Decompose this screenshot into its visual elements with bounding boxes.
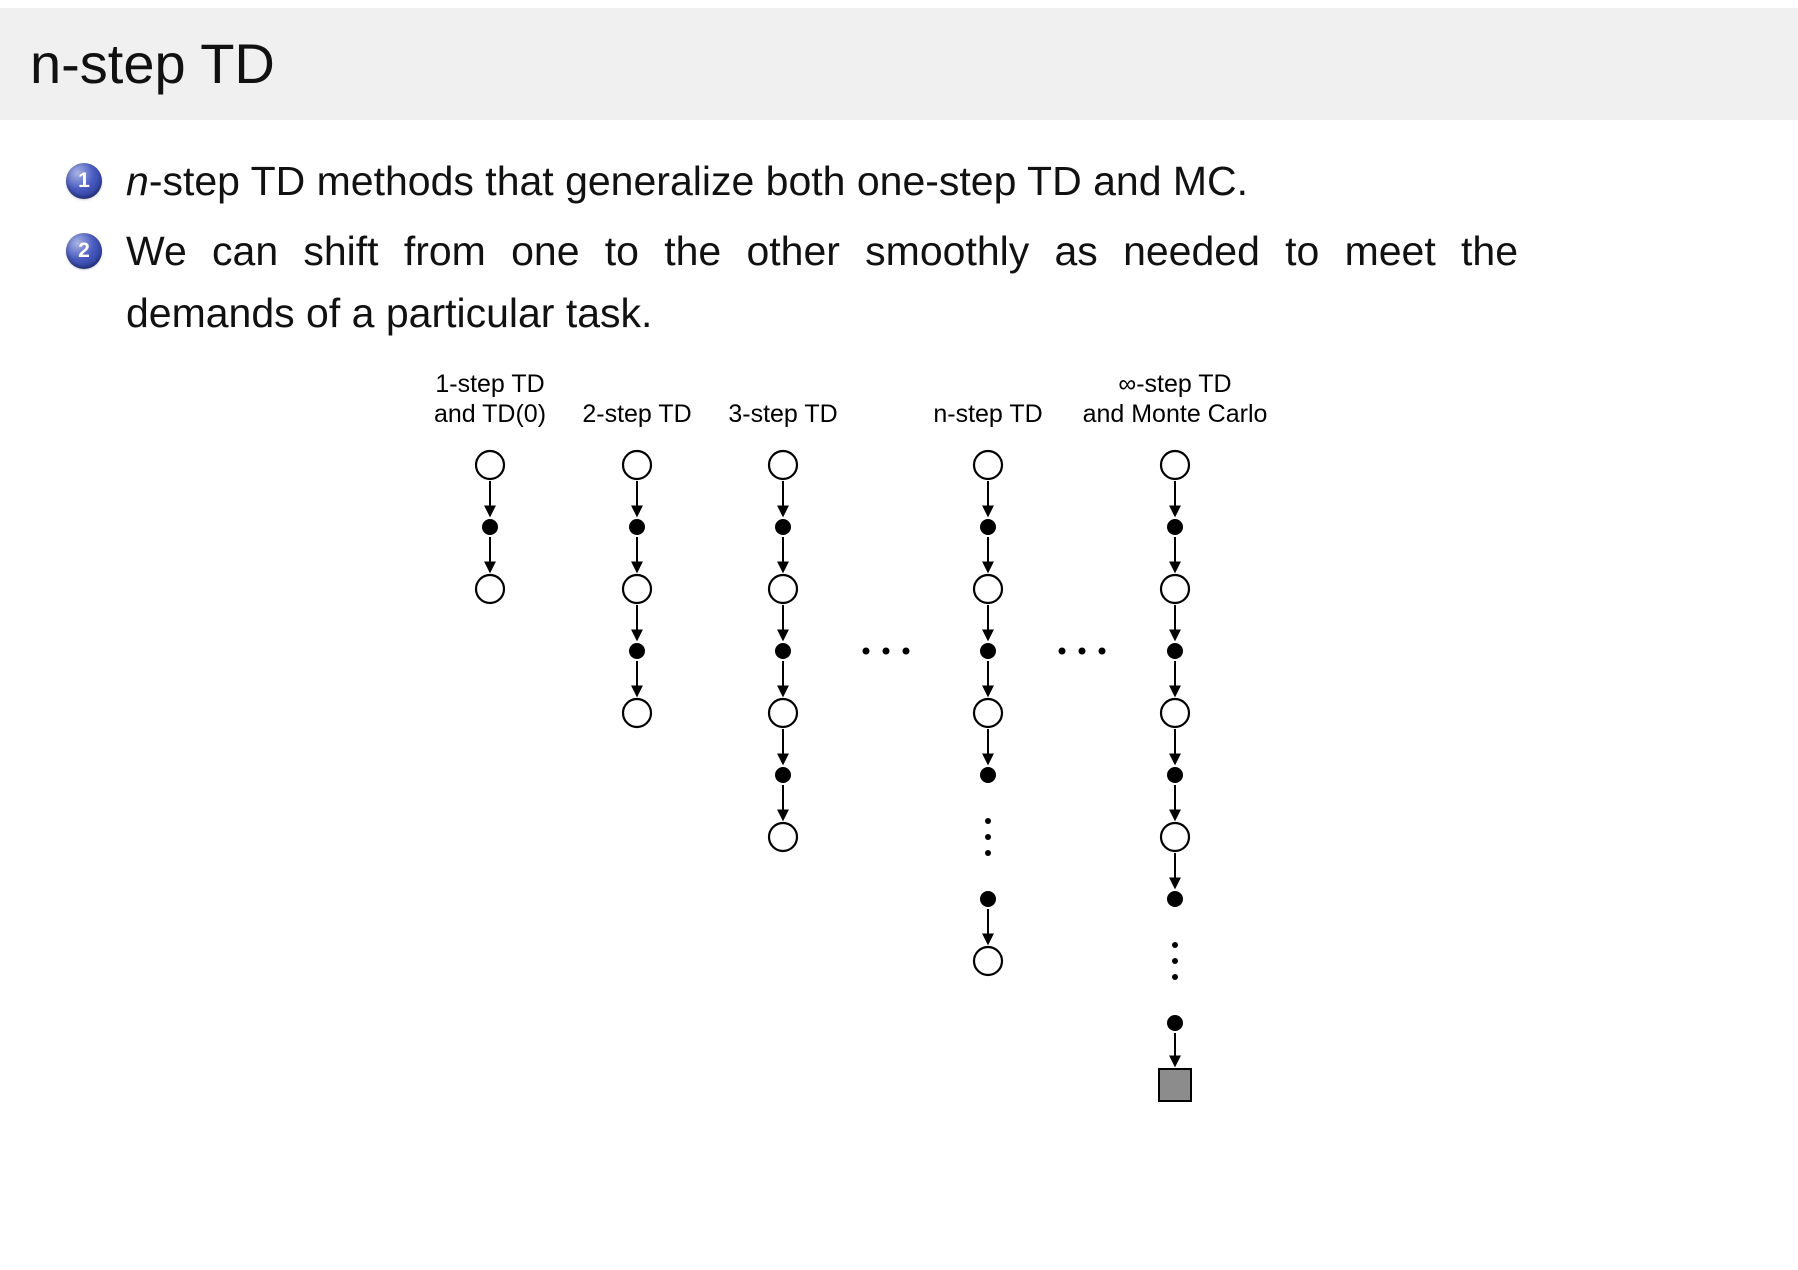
state-node — [621, 697, 653, 729]
action-node — [1167, 767, 1183, 783]
state-node — [972, 945, 1004, 977]
action-node — [482, 519, 498, 535]
action-node — [1167, 1015, 1183, 1031]
bullet-text-1: n-step TD methods that generalize both o… — [126, 150, 1518, 212]
horizontal-ellipsis-dot — [862, 647, 870, 655]
state-node — [972, 573, 1004, 605]
enumeration-badge-1: 1 — [66, 163, 102, 199]
vertical-ellipsis-dot — [985, 818, 991, 824]
state-node — [621, 449, 653, 481]
vertical-ellipsis-dot — [1172, 958, 1178, 964]
bullet-2-line-2: demands of a particular task. — [126, 290, 653, 336]
state-node — [1159, 697, 1191, 729]
horizontal-ellipsis-dot — [1098, 647, 1106, 655]
horizontal-ellipsis-dot — [1078, 647, 1086, 655]
vertical-ellipsis-dot — [985, 834, 991, 840]
enumeration-number-1: 1 — [78, 169, 90, 192]
column-label: and Monte Carlo — [1083, 400, 1268, 428]
vertical-ellipsis-dot — [1172, 974, 1178, 980]
between-columns-ellipsis — [1058, 647, 1106, 655]
state-node — [1159, 821, 1191, 853]
column-label: and TD(0) — [434, 400, 546, 428]
column-label: n-step TD — [933, 400, 1042, 428]
state-node — [972, 449, 1004, 481]
vertical-ellipsis-dot — [985, 850, 991, 856]
action-node — [980, 891, 996, 907]
title-bar: n-step TD — [0, 8, 1798, 120]
state-node — [972, 697, 1004, 729]
diagram-column-2: 2-step TD — [582, 400, 692, 729]
enumeration-number-2: 2 — [78, 239, 90, 262]
diagram-column-4: n-step TD — [933, 400, 1043, 977]
bullet-item-2: 2 We can shift from one to the other smo… — [66, 220, 1566, 344]
column-label: 2-step TD — [582, 400, 691, 428]
backup-diagram-figure: 1-step TD and TD(0) 2-step TD 3-step TD n-st… — [0, 360, 1798, 1170]
state-node — [1159, 573, 1191, 605]
state-node — [474, 573, 506, 605]
action-node — [1167, 643, 1183, 659]
action-node — [629, 643, 645, 659]
state-node — [621, 573, 653, 605]
state-node — [767, 449, 799, 481]
state-node — [767, 573, 799, 605]
state-node — [767, 697, 799, 729]
action-node — [980, 643, 996, 659]
enumeration-badge-2: 2 — [66, 233, 102, 269]
bullet-text-2: We can shift from one to the other smoot… — [126, 220, 1518, 344]
bullet-2-line-1: We can shift from one to the other smoot… — [126, 228, 1518, 274]
bullet-item-1: 1 n-step TD methods that generalize both… — [66, 150, 1566, 212]
terminal-state-node — [1158, 1068, 1192, 1102]
horizontal-ellipsis-dot — [1058, 647, 1066, 655]
column-label: 3-step TD — [728, 400, 837, 428]
slide-title: n-step TD — [30, 32, 275, 95]
action-node — [775, 643, 791, 659]
slide-content: 1 n-step TD methods that generalize both… — [66, 150, 1566, 352]
between-columns-ellipsis — [862, 647, 910, 655]
state-node — [767, 821, 799, 853]
action-node — [629, 519, 645, 535]
vertical-ellipsis-dot — [1172, 942, 1178, 948]
column-label: 1-step TD — [435, 370, 544, 398]
state-node — [1159, 449, 1191, 481]
action-node — [980, 519, 996, 535]
italic-n: n — [126, 158, 149, 204]
horizontal-ellipsis-dot — [882, 647, 890, 655]
column-label: ∞-step TD — [1118, 370, 1231, 398]
action-node — [775, 767, 791, 783]
state-node — [474, 449, 506, 481]
action-node — [980, 767, 996, 783]
diagram-column-3: 3-step TD — [728, 400, 838, 853]
action-node — [1167, 891, 1183, 907]
bullet-1-line-1: n-step TD methods that generalize both o… — [126, 158, 1249, 204]
action-node — [1167, 519, 1183, 535]
horizontal-ellipsis-dot — [902, 647, 910, 655]
action-node — [775, 519, 791, 535]
